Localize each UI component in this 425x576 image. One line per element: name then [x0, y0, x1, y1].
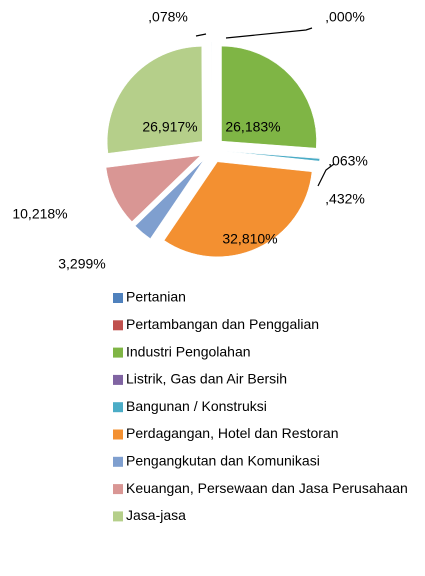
legend-label: Keuangan, Persewaan dan Jasa Perusahaan	[126, 480, 408, 496]
legend-label: Bangunan / Konstruksi	[126, 398, 267, 414]
legend-label: Pertambangan dan Penggalian	[126, 316, 319, 332]
legend-swatch	[113, 511, 123, 522]
legend-label: Pengangkutan dan Komunikasi	[126, 453, 320, 469]
pie-slice	[107, 46, 203, 154]
pie-slice	[105, 155, 201, 222]
legend-swatch	[113, 402, 123, 413]
legend-swatch	[113, 429, 123, 440]
pie-slice	[221, 45, 317, 149]
leader-line	[317, 163, 335, 187]
data-label: ,063%	[328, 153, 368, 169]
legend-swatch	[113, 484, 123, 495]
leader-line	[225, 27, 313, 39]
leader-lines	[195, 27, 335, 187]
legend-label: Jasa-jasa	[126, 507, 186, 523]
data-label: ,000%	[325, 9, 365, 25]
data-label: 26,917%	[142, 119, 197, 135]
legend-swatch	[113, 374, 123, 385]
legend-label: Perdagangan, Hotel dan Restoran	[126, 425, 338, 441]
pie-slice	[134, 159, 204, 239]
legend-label: Industri Pengolahan	[126, 343, 251, 359]
data-label: ,078%	[148, 9, 188, 25]
data-label: 3,299%	[58, 256, 105, 272]
legend-swatch	[113, 347, 123, 358]
legend-swatch	[113, 456, 123, 467]
data-label: 32,810%	[222, 231, 277, 247]
pie-slice	[163, 161, 313, 258]
data-label: 26,183%	[225, 119, 280, 135]
legend-swatch	[113, 320, 123, 331]
leader-line	[195, 33, 207, 37]
legend-label: Pertanian	[126, 289, 186, 305]
data-label: 10,218%	[12, 206, 67, 222]
legend-label: Listrik, Gas dan Air Bersih	[126, 371, 287, 387]
legend-swatch	[113, 293, 123, 303]
pie-slice	[224, 150, 320, 162]
data-label: ,432%	[325, 191, 365, 207]
